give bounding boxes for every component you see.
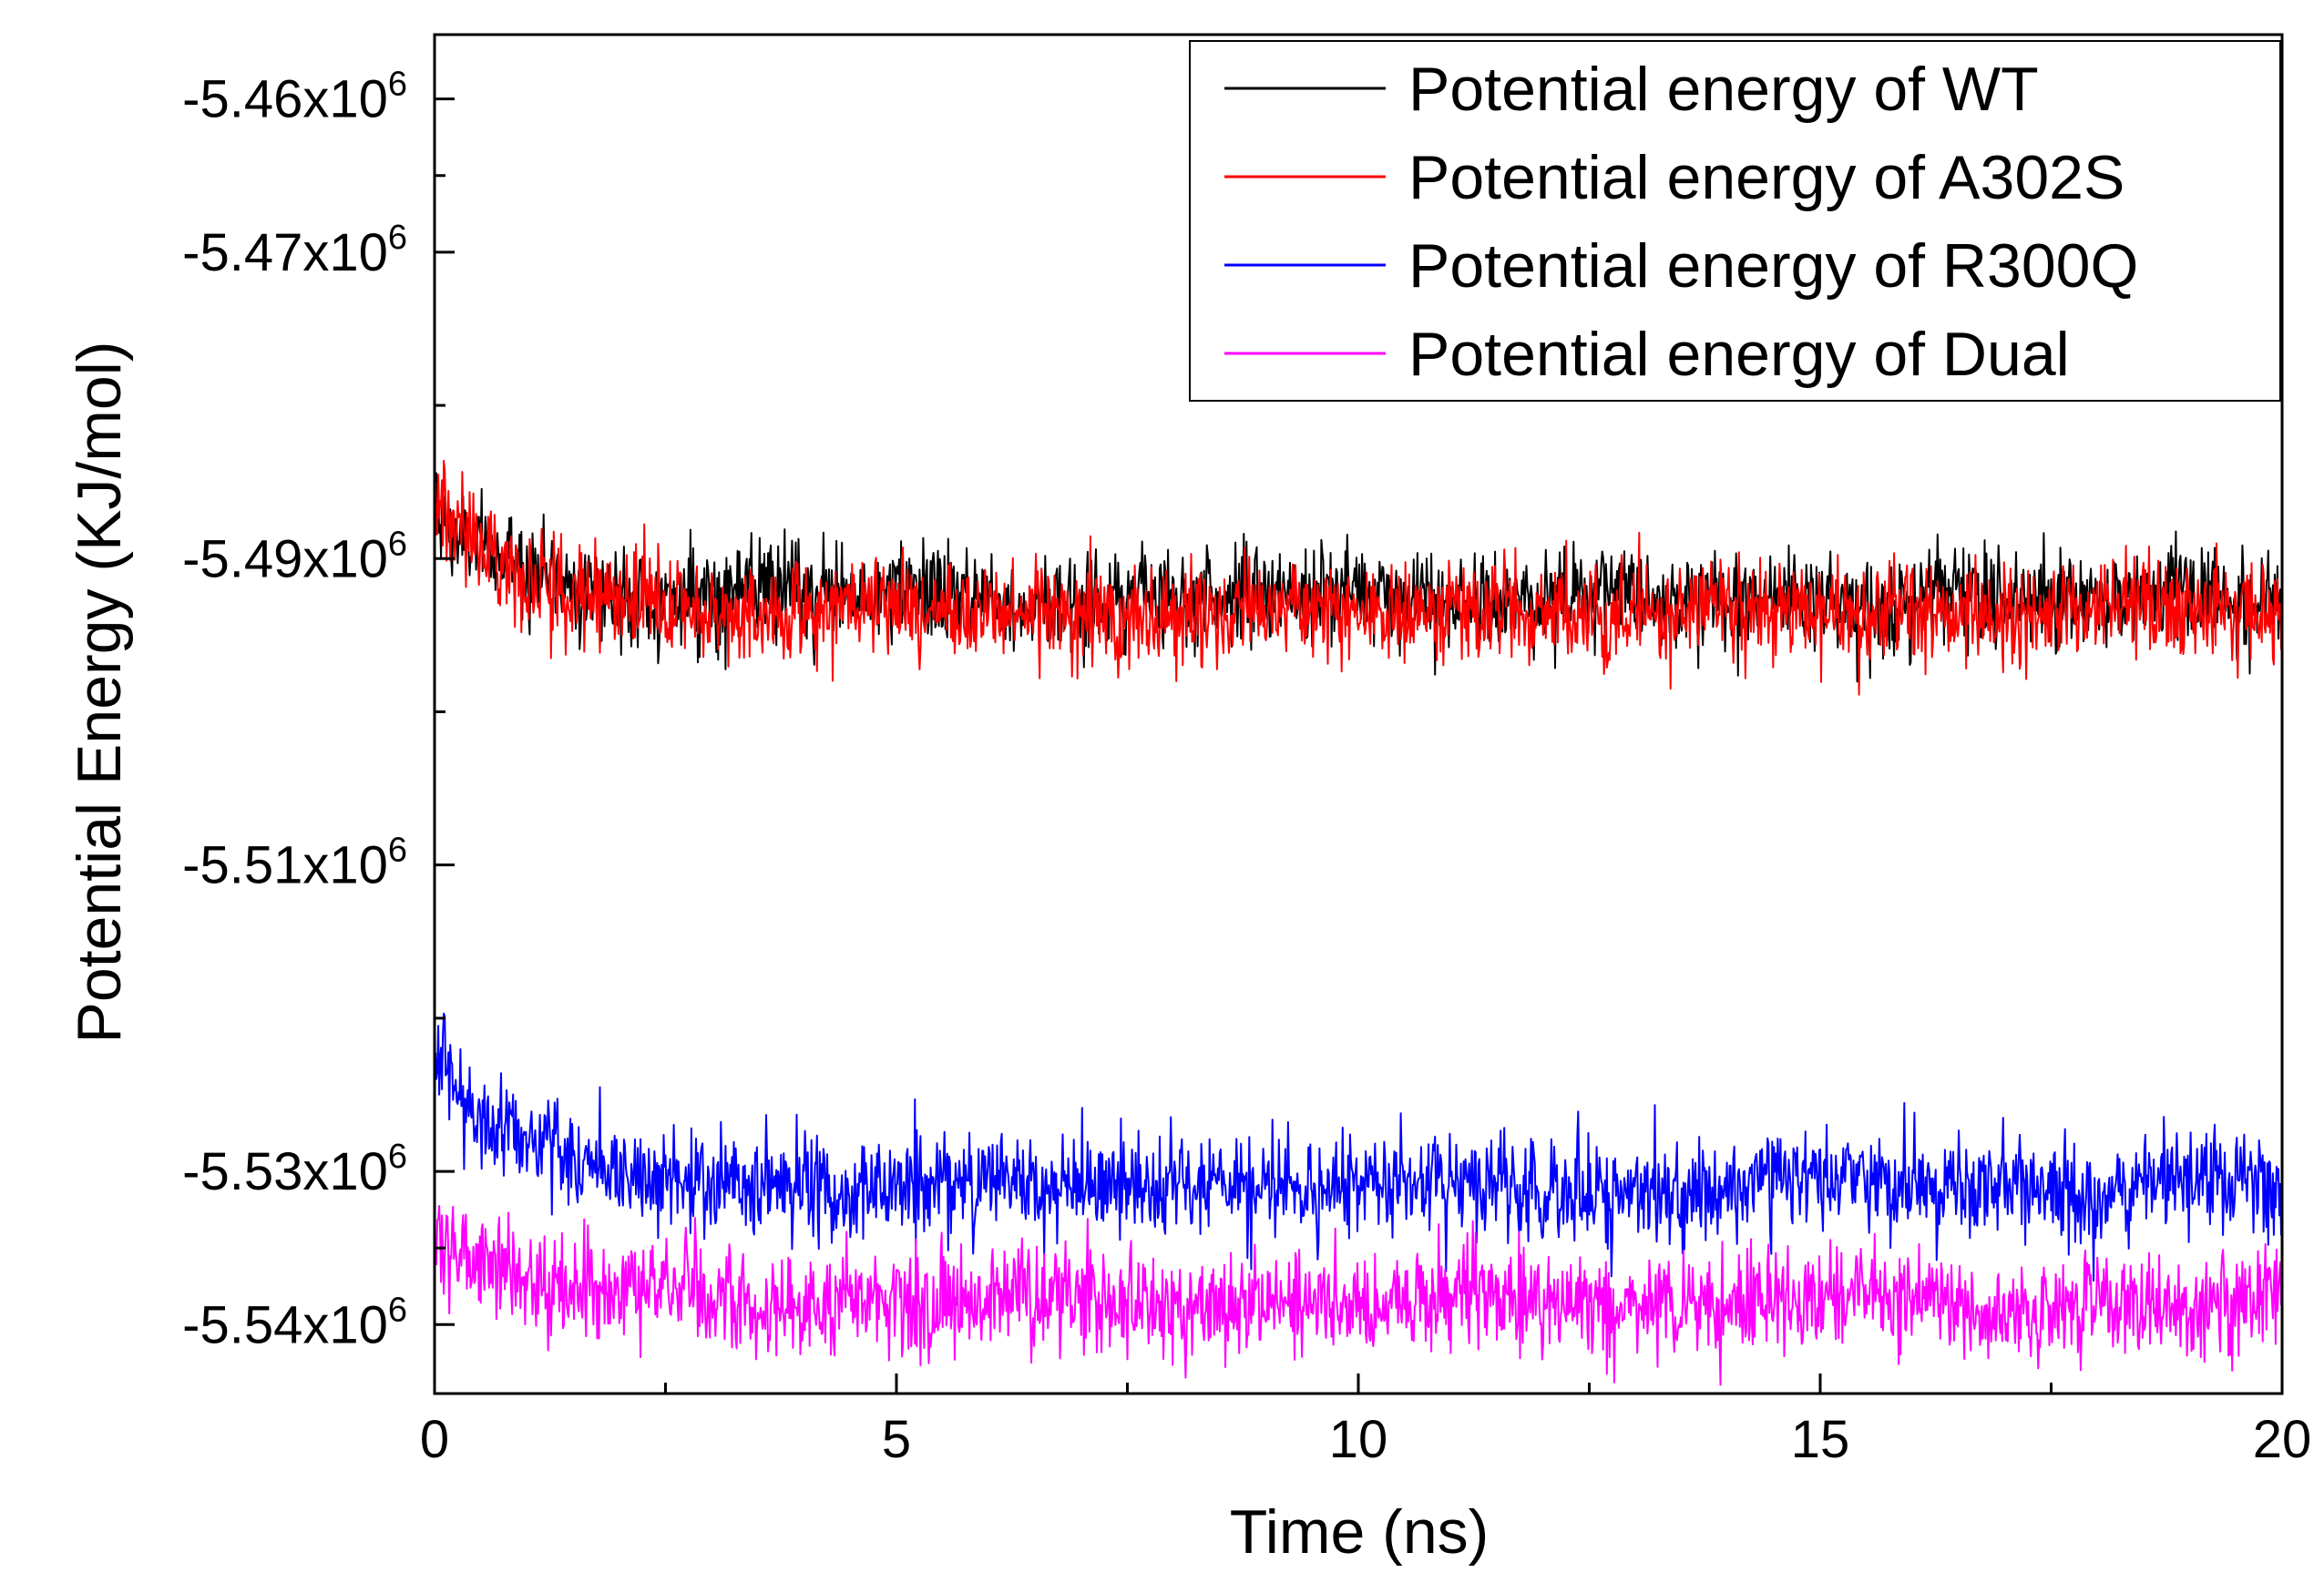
legend-label-2: Potential energy of R300Q xyxy=(1408,231,2138,301)
x-tick-label-0: 0 xyxy=(420,1410,449,1469)
y-tick-label-3: -5.51x106 xyxy=(182,832,407,895)
series-line-2 xyxy=(434,1012,2283,1282)
series-line-0 xyxy=(434,472,2283,683)
y-axis-title: Potential Energy (KJ/mol) xyxy=(65,342,134,1044)
axes-layer: 0 5 10 15 20 -5.46x106 -5.47x106 -5.49x106 -5.51… xyxy=(182,33,2312,1469)
legend: Potential energy of WT Potential energy o… xyxy=(1189,40,2281,402)
y-tick-label-1: -5.47x106 xyxy=(182,219,407,282)
y-tick-label-0: -5.46x106 xyxy=(182,66,407,129)
series-layer xyxy=(434,460,2283,1386)
series-line-3 xyxy=(434,1205,2283,1386)
legend-box xyxy=(1189,40,2281,402)
y-tick-label-4: -5.53x106 xyxy=(182,1138,407,1201)
x-axis-title: Time (ns) xyxy=(1230,1497,1490,1567)
series-line-1 xyxy=(434,460,2283,696)
legend-label-3: Potential energy of Dual xyxy=(1408,320,2070,389)
y-tick-label-5: -5.54x106 xyxy=(182,1291,407,1354)
legend-label-1: Potential energy of A302S xyxy=(1408,143,2124,212)
y-tick-label-2: -5.49x106 xyxy=(182,525,407,588)
x-tick-label-4: 20 xyxy=(2253,1410,2312,1469)
legend-label-0: Potential energy of WT xyxy=(1408,55,2039,124)
x-tick-label-3: 15 xyxy=(1791,1410,1850,1469)
x-tick-label-1: 5 xyxy=(882,1410,911,1469)
x-tick-label-2: 10 xyxy=(1329,1410,1388,1469)
